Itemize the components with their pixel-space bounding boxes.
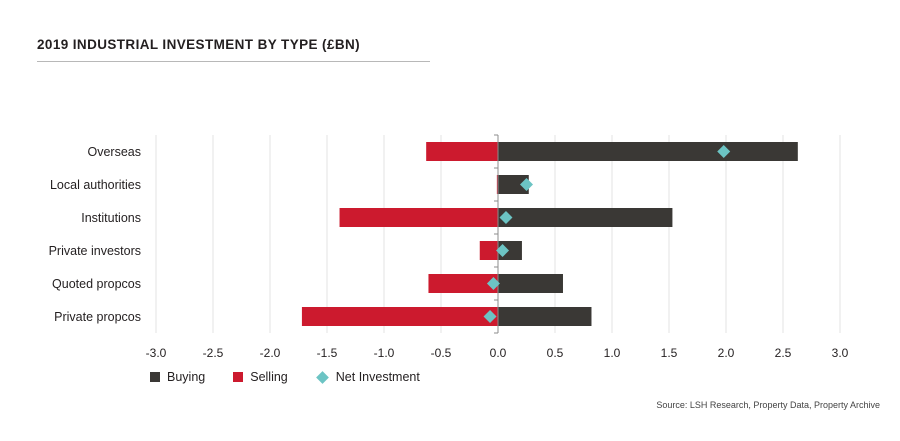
x-tick-label: 2.5: [775, 346, 792, 360]
net-investment-marker: [483, 310, 497, 323]
net-investment-marker: [496, 244, 510, 257]
x-tick-label: -1.5: [317, 346, 338, 360]
legend-item-buying: Buying: [150, 370, 205, 384]
legend-swatch-net-investment: [315, 370, 329, 384]
net-investment-markers: [483, 145, 731, 323]
axes: [494, 134, 499, 334]
x-tick-label: -2.0: [260, 346, 281, 360]
x-tick-label: 1.5: [661, 346, 678, 360]
bar-selling: [426, 142, 498, 161]
bar-selling: [428, 274, 498, 293]
chart-title: 2019 INDUSTRIAL INVESTMENT BY TYPE (£BN): [37, 37, 361, 52]
bar-selling: [339, 208, 498, 227]
bar-buying: [498, 175, 529, 194]
net-investment-marker: [520, 178, 533, 191]
x-tick-label: -0.5: [431, 346, 452, 360]
grid-lines: [155, 135, 841, 333]
bar-buying: [498, 274, 563, 293]
legend-label-buying: Buying: [167, 370, 206, 384]
x-tick-label: 3.0: [832, 346, 849, 360]
net-investment-marker: [486, 277, 500, 290]
x-tick-label: 0.5: [547, 346, 564, 360]
category-label: Private propcos: [54, 310, 141, 324]
net-investment-marker: [717, 145, 731, 158]
bar-selling: [496, 175, 498, 194]
legend-swatch-selling: [233, 372, 244, 382]
x-tick-label: 1.0: [604, 346, 621, 360]
bar-buying: [498, 208, 673, 227]
labels: Overseas Local authorities Institutions Pri…: [49, 145, 849, 360]
x-tick-label: 2.0: [718, 346, 735, 360]
bar-selling: [479, 241, 498, 260]
bar-selling: [301, 307, 498, 326]
bar-buying: [498, 142, 798, 161]
category-label: Private investors: [49, 244, 141, 258]
source-note: Source: LSH Research, Property Data, Pro…: [656, 400, 880, 410]
legend-swatch-buying: [150, 372, 160, 382]
legend: Buying Selling Net Investment: [150, 370, 448, 384]
x-tick-label: -3.0: [146, 346, 167, 360]
category-label: Institutions: [81, 211, 141, 225]
x-tick-label: 0.0: [490, 346, 507, 360]
x-tick-label: -2.5: [203, 346, 224, 360]
legend-item-net-investment: Net Investment: [315, 370, 420, 384]
category-label: Quoted propcos: [52, 277, 141, 291]
x-tick-label: -1.0: [374, 346, 395, 360]
title-divider: [37, 61, 430, 62]
legend-label-selling: Selling: [250, 370, 288, 384]
legend-item-selling: Selling: [233, 370, 288, 384]
category-label: Overseas: [88, 145, 142, 159]
bar-buying: [498, 307, 592, 326]
bars: [301, 142, 798, 326]
legend-label-net-investment: Net Investment: [335, 370, 420, 384]
category-label: Local authorities: [50, 178, 141, 192]
net-investment-marker: [499, 211, 513, 224]
